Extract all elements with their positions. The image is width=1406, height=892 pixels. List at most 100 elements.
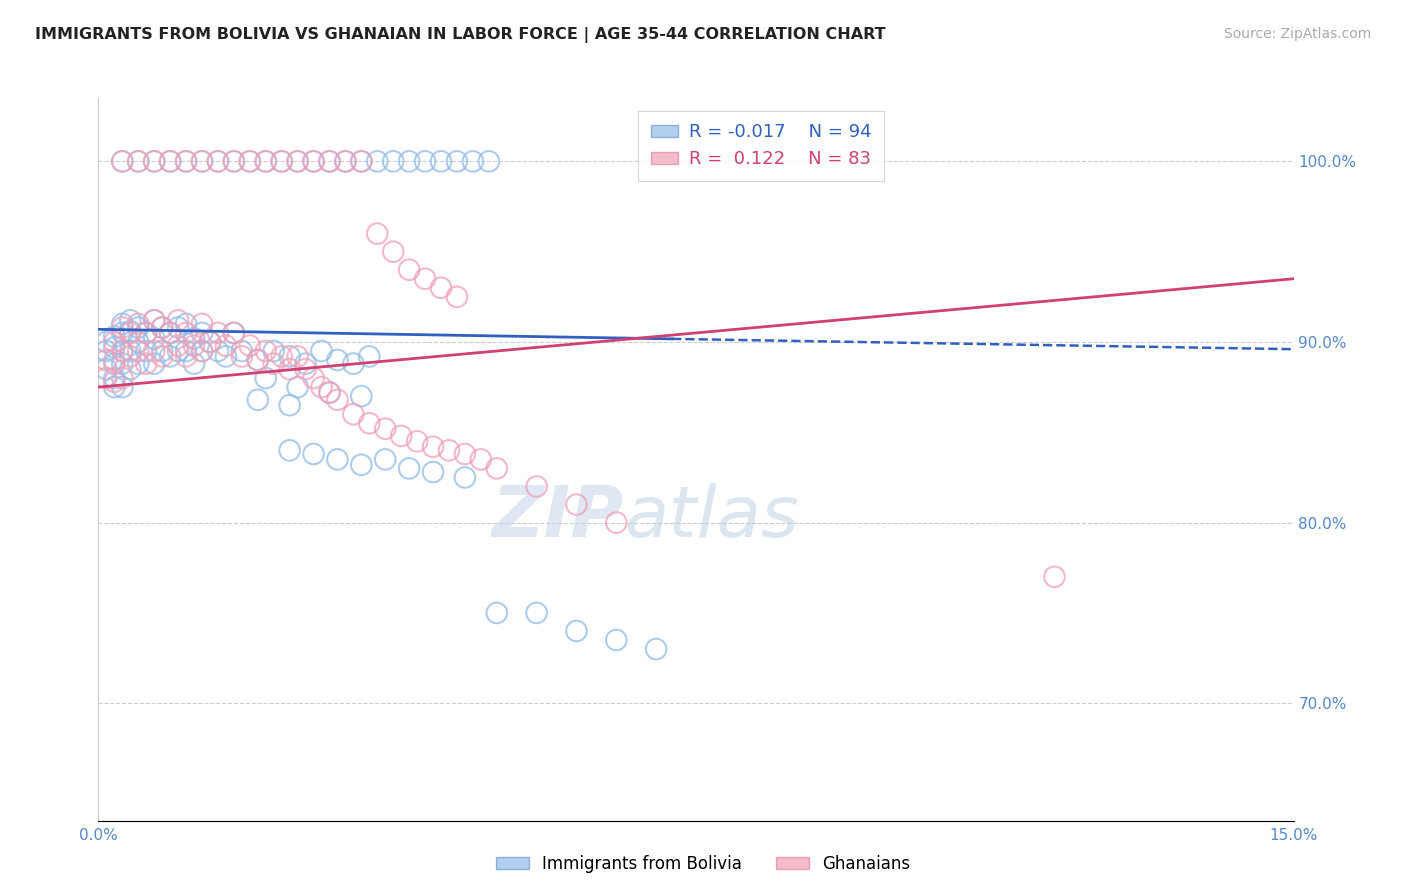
- Point: [374, 452, 396, 467]
- Point: [605, 633, 627, 648]
- Point: [454, 447, 477, 461]
- Point: [446, 154, 468, 169]
- Point: [207, 154, 229, 169]
- Point: [174, 154, 197, 169]
- Point: [342, 407, 364, 421]
- Point: [287, 154, 309, 169]
- Point: [191, 344, 214, 359]
- Legend: R = -0.017    N = 94, R =  0.122    N = 83: R = -0.017 N = 94, R = 0.122 N = 83: [638, 111, 884, 181]
- Point: [103, 357, 125, 371]
- Point: [120, 344, 142, 359]
- Point: [120, 362, 142, 376]
- Point: [207, 154, 229, 169]
- Point: [645, 642, 668, 657]
- Point: [398, 154, 420, 169]
- Text: IMMIGRANTS FROM BOLIVIA VS GHANAIAN IN LABOR FORCE | AGE 35-44 CORRELATION CHART: IMMIGRANTS FROM BOLIVIA VS GHANAIAN IN L…: [35, 27, 886, 43]
- Text: ZIP: ZIP: [492, 483, 624, 551]
- Point: [359, 417, 381, 431]
- Point: [198, 334, 221, 349]
- Point: [167, 344, 190, 359]
- Point: [350, 154, 373, 169]
- Point: [302, 371, 325, 385]
- Point: [120, 326, 142, 340]
- Point: [183, 331, 205, 345]
- Point: [470, 452, 492, 467]
- Point: [311, 380, 333, 394]
- Point: [446, 290, 468, 304]
- Point: [318, 154, 340, 169]
- Point: [270, 154, 292, 169]
- Point: [159, 154, 181, 169]
- Point: [174, 344, 197, 359]
- Point: [191, 154, 214, 169]
- Point: [366, 227, 388, 241]
- Point: [191, 317, 214, 331]
- Point: [120, 324, 142, 338]
- Point: [207, 326, 229, 340]
- Point: [96, 344, 118, 359]
- Point: [135, 326, 157, 340]
- Point: [382, 154, 405, 169]
- Point: [111, 326, 134, 340]
- Point: [335, 154, 357, 169]
- Point: [565, 624, 588, 638]
- Point: [103, 340, 125, 354]
- Point: [183, 338, 205, 352]
- Point: [287, 154, 309, 169]
- Point: [222, 154, 245, 169]
- Point: [287, 350, 309, 364]
- Point: [422, 465, 444, 479]
- Point: [294, 357, 316, 371]
- Point: [437, 443, 460, 458]
- Point: [461, 154, 484, 169]
- Point: [127, 334, 149, 349]
- Legend: Immigrants from Bolivia, Ghanaians: Immigrants from Bolivia, Ghanaians: [489, 848, 917, 880]
- Point: [318, 385, 340, 400]
- Point: [174, 317, 197, 331]
- Point: [150, 350, 173, 364]
- Point: [389, 429, 412, 443]
- Point: [120, 313, 142, 327]
- Point: [135, 357, 157, 371]
- Point: [167, 338, 190, 352]
- Point: [485, 461, 508, 475]
- Point: [231, 350, 253, 364]
- Point: [150, 320, 173, 334]
- Point: [111, 371, 134, 385]
- Point: [430, 154, 453, 169]
- Point: [143, 344, 166, 359]
- Point: [207, 344, 229, 359]
- Point: [103, 329, 125, 343]
- Point: [127, 357, 149, 371]
- Point: [318, 154, 340, 169]
- Point: [326, 452, 349, 467]
- Point: [326, 353, 349, 368]
- Point: [565, 498, 588, 512]
- Point: [111, 154, 134, 169]
- Point: [103, 375, 125, 389]
- Point: [135, 326, 157, 340]
- Point: [246, 353, 269, 368]
- Point: [135, 344, 157, 359]
- Point: [159, 326, 181, 340]
- Point: [96, 353, 118, 368]
- Point: [278, 443, 301, 458]
- Point: [350, 458, 373, 472]
- Point: [239, 154, 262, 169]
- Point: [167, 313, 190, 327]
- Point: [127, 317, 149, 331]
- Point: [398, 262, 420, 277]
- Point: [111, 320, 134, 334]
- Point: [159, 154, 181, 169]
- Point: [222, 326, 245, 340]
- Text: atlas: atlas: [624, 483, 799, 551]
- Point: [526, 479, 548, 493]
- Point: [127, 154, 149, 169]
- Point: [254, 154, 277, 169]
- Point: [143, 154, 166, 169]
- Point: [222, 154, 245, 169]
- Point: [382, 244, 405, 259]
- Point: [143, 357, 166, 371]
- Point: [103, 353, 125, 368]
- Point: [191, 154, 214, 169]
